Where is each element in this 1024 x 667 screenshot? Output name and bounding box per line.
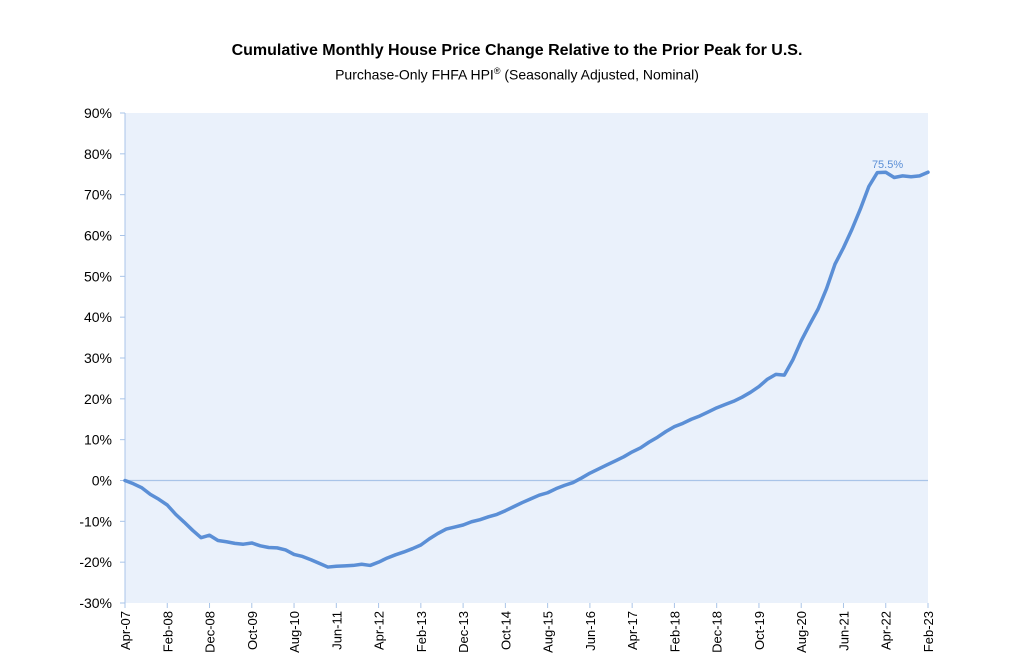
x-tick-label: Feb-13 bbox=[414, 611, 429, 652]
y-axis-ticks: 90% 80% 70% 60% 50% 40% 30% 20% 10% 0% -10% -20% -30… bbox=[79, 105, 125, 611]
y-tick-label: 10% bbox=[84, 432, 112, 448]
annotation-label: 75.5% bbox=[872, 159, 903, 171]
y-tick-label: 20% bbox=[84, 391, 112, 407]
x-tick-label: Oct-09 bbox=[245, 611, 260, 650]
series-layer bbox=[123, 170, 930, 569]
y-tick-label: 30% bbox=[84, 350, 112, 366]
x-tick-label: Apr-17 bbox=[625, 611, 640, 650]
subtitle-text: Purchase-Only FHFA HPI bbox=[335, 66, 494, 83]
x-tick-label: Jun-11 bbox=[329, 611, 344, 650]
y-tick-label: 80% bbox=[84, 146, 112, 162]
x-tick-label: Oct-19 bbox=[752, 611, 767, 650]
plot-area bbox=[125, 113, 928, 603]
subtitle-suffix: (Seasonally Adjusted, Nominal) bbox=[500, 66, 699, 83]
y-tick-label: 40% bbox=[84, 309, 112, 325]
y-tick-label: 60% bbox=[84, 228, 112, 244]
x-tick-label: Apr-07 bbox=[118, 611, 133, 650]
x-tick-label: Feb-18 bbox=[667, 611, 682, 652]
x-tick-label: Apr-12 bbox=[372, 611, 387, 650]
x-tick-label: Jun-16 bbox=[583, 611, 598, 651]
x-tick-label: Feb-23 bbox=[921, 611, 936, 652]
x-tick-label: Dec-08 bbox=[203, 611, 218, 653]
x-tick-label: Aug-20 bbox=[794, 611, 809, 653]
y-tick-label: -30% bbox=[79, 595, 112, 611]
subtitle-registered-mark: ® bbox=[493, 66, 501, 76]
x-tick-label: Dec-13 bbox=[456, 611, 471, 653]
series-line-hpi bbox=[123, 170, 930, 569]
chart-subtitle: Purchase-Only FHFA HPI® (Seasonally Adju… bbox=[0, 66, 1024, 83]
x-tick-label: Dec-18 bbox=[710, 611, 725, 653]
y-tick-label: 70% bbox=[84, 187, 112, 203]
x-tick-label: Aug-10 bbox=[287, 611, 302, 653]
y-tick-label: -20% bbox=[79, 554, 112, 570]
x-tick-label: Apr-22 bbox=[879, 611, 894, 650]
y-tick-label: 90% bbox=[84, 105, 112, 121]
y-tick-label: 0% bbox=[92, 473, 112, 489]
x-tick-label: Feb-08 bbox=[160, 611, 175, 652]
y-tick-label: -10% bbox=[79, 513, 112, 529]
x-tick-label: Aug-15 bbox=[541, 611, 556, 653]
x-tick-label: Oct-14 bbox=[498, 611, 513, 650]
chart-title: Cumulative Monthly House Price Change Re… bbox=[231, 42, 803, 59]
annotation-layer: 75.5% bbox=[872, 159, 903, 171]
y-tick-label: 50% bbox=[84, 268, 112, 284]
x-axis-ticks: Apr-07 Feb-08 Dec-08 Oct-09 Aug-10 Jun-11 Apr-… bbox=[118, 603, 936, 653]
x-tick-label: Jun-21 bbox=[836, 611, 851, 651]
